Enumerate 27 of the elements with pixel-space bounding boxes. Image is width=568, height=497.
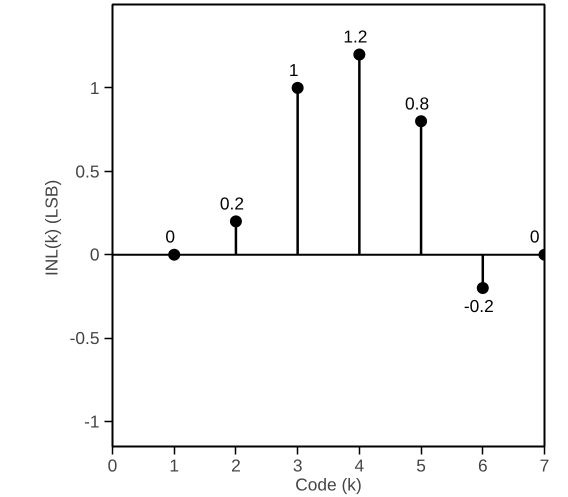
x-axis-title: Code (k) (295, 474, 362, 494)
point (292, 82, 304, 94)
x-tick-label: 5 (416, 456, 426, 476)
y-tick-label: -0.5 (70, 328, 100, 348)
y-tick-label: 0.5 (75, 161, 100, 182)
data-label: 1 (288, 60, 298, 80)
x-tick-label: 0 (108, 456, 118, 476)
x-tick-label: 7 (540, 456, 550, 476)
data-label: -0.2 (464, 296, 494, 316)
x-tick-label: 2 (231, 456, 241, 476)
x-tick-label: 4 (354, 456, 365, 476)
data-label: 0.2 (220, 193, 244, 214)
data-label: 1.2 (343, 26, 368, 47)
point (415, 115, 428, 128)
data-label: 0 (165, 226, 176, 247)
x-tick-label: 1 (169, 456, 180, 476)
y-tick-label: -1 (84, 411, 100, 432)
point (353, 48, 366, 61)
y-tick-label: 1 (90, 78, 100, 98)
y-axis-title: INL(k) (LSB) (42, 180, 62, 276)
x-tick-label: 3 (292, 456, 302, 476)
data-label: 0 (530, 226, 540, 247)
y-tick-label: 0 (90, 244, 100, 265)
point (476, 282, 489, 294)
data-label: 0.8 (405, 93, 430, 114)
x-tick-label: 6 (478, 456, 488, 476)
point (230, 215, 242, 228)
